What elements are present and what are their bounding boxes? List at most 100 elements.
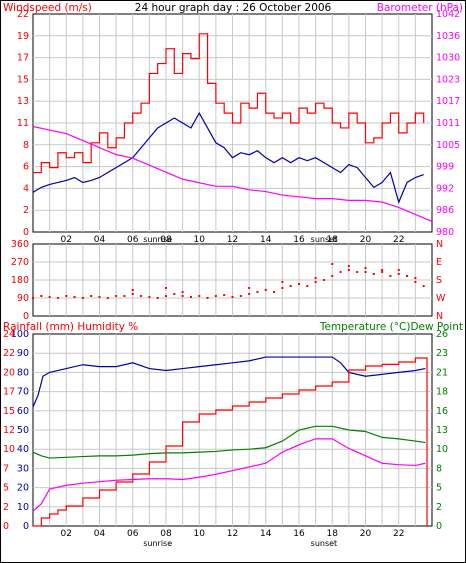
direction-point bbox=[422, 285, 425, 287]
y-tick-label: 20 bbox=[17, 483, 29, 494]
y-tick-label: 2 bbox=[436, 502, 442, 513]
x-tick-label: 20 bbox=[360, 529, 372, 539]
sunset-label: sunset bbox=[311, 235, 338, 244]
direction-point bbox=[322, 279, 325, 281]
direction-point bbox=[140, 295, 143, 297]
rainfall-tick-label: 0 bbox=[3, 521, 9, 532]
humidity-series bbox=[32, 356, 428, 527]
direction-point bbox=[65, 295, 68, 297]
y-tick-label: 15 bbox=[17, 74, 29, 85]
sunset-label-lower: sunset bbox=[311, 539, 338, 548]
direction-point bbox=[397, 269, 400, 271]
y-tick-label: 0 bbox=[23, 227, 29, 238]
y-tick-label: W bbox=[436, 293, 446, 304]
direction-point bbox=[181, 295, 184, 297]
y-tick-label: 90 bbox=[17, 293, 29, 304]
direction-point bbox=[248, 287, 251, 289]
direction-point bbox=[231, 296, 234, 298]
y-tick-label: 11 bbox=[17, 118, 29, 129]
direction-point bbox=[206, 297, 209, 299]
rainfall-tick-label: 12 bbox=[3, 425, 15, 436]
y-tick-label: N bbox=[436, 311, 443, 322]
y-tick-label: 30 bbox=[17, 463, 29, 474]
y-tick-label: 999 bbox=[436, 162, 454, 173]
direction-point bbox=[56, 297, 59, 299]
y-tick-label: N bbox=[436, 239, 443, 250]
x-tick-label: 22 bbox=[393, 235, 404, 245]
direction-point bbox=[347, 269, 350, 271]
rainfall-tick-label: 5 bbox=[3, 483, 9, 494]
direction-point bbox=[90, 295, 93, 297]
y-tick-label: 1017 bbox=[436, 96, 460, 107]
direction-grid bbox=[33, 244, 432, 316]
direction-point bbox=[389, 275, 392, 277]
y-tick-label: S bbox=[436, 275, 442, 286]
direction-point bbox=[32, 297, 34, 299]
rainfall-tick-label: 7 bbox=[3, 463, 9, 474]
direction-point bbox=[165, 287, 167, 289]
y-tick-label: 10 bbox=[17, 502, 29, 513]
wind-axis-label: Windspeed (m/s) bbox=[3, 2, 92, 14]
wind-baro-panel: Windspeed (m/s) 24 hour graph day : 26 O… bbox=[3, 2, 463, 245]
y-tick-label: 270 bbox=[11, 257, 29, 268]
y-tick-label: 21 bbox=[436, 367, 448, 378]
y-tick-label: 90 bbox=[17, 348, 29, 359]
direction-point bbox=[123, 295, 126, 297]
y-tick-label: 1030 bbox=[436, 53, 460, 64]
y-tick-label: 26 bbox=[436, 329, 448, 340]
y-tick-label: 992 bbox=[436, 183, 454, 194]
x-tick-label: 06 bbox=[127, 529, 139, 539]
x-tick-label: 04 bbox=[94, 235, 106, 245]
direction-point bbox=[339, 271, 342, 273]
direction-point bbox=[273, 291, 276, 293]
direction-degree-ticks: 0 90 180 270 360 bbox=[11, 239, 29, 322]
speed-line bbox=[32, 111, 424, 205]
y-tick-label: 8 bbox=[23, 140, 29, 151]
y-tick-label: 80 bbox=[17, 367, 29, 378]
direction-point bbox=[414, 281, 417, 283]
direction-point bbox=[214, 295, 217, 297]
rainfall-tick-label: 10 bbox=[3, 444, 15, 455]
baro-axis-label: Barometer (hPa) bbox=[377, 2, 463, 14]
y-tick-label: 10 bbox=[436, 444, 448, 455]
y-tick-label: 13 bbox=[436, 425, 448, 436]
direction-point bbox=[314, 277, 317, 279]
y-tick-label: 0 bbox=[23, 311, 29, 322]
rainfall-tick-label: 22 bbox=[3, 348, 15, 359]
chart-title: 24 hour graph day : 26 October 2006 bbox=[135, 2, 332, 14]
gust-line bbox=[33, 33, 425, 174]
direction-point bbox=[281, 287, 284, 289]
y-tick-label: 986 bbox=[436, 205, 454, 216]
rainfall-tick-label: 20 bbox=[3, 367, 15, 378]
x-tick-label: 14 bbox=[260, 235, 272, 245]
direction-point bbox=[131, 293, 134, 295]
x-tick-label: 12 bbox=[227, 235, 238, 245]
x-tick-label: 06 bbox=[127, 235, 139, 245]
rain-humidity-axis-label: Rainfall (mm) Humidity % bbox=[3, 321, 138, 333]
x-tick-label: 10 bbox=[194, 529, 206, 539]
rainfall-line bbox=[33, 357, 428, 527]
direction-point bbox=[364, 271, 367, 273]
direction-point bbox=[331, 275, 334, 277]
direction-point bbox=[314, 281, 317, 283]
x-tick-label: 04 bbox=[94, 529, 106, 539]
direction-point bbox=[223, 294, 226, 296]
direction-point bbox=[306, 285, 309, 287]
y-tick-label: 5 bbox=[436, 483, 442, 494]
direction-point bbox=[248, 293, 251, 295]
humidity-line bbox=[32, 356, 426, 408]
y-tick-label: 4 bbox=[23, 183, 29, 194]
direction-point bbox=[165, 295, 167, 297]
y-tick-label: 1042 bbox=[436, 9, 460, 20]
x-tick-label: 22 bbox=[393, 529, 404, 539]
sunrise-label-lower: sunrise bbox=[143, 539, 172, 548]
temperature-line bbox=[32, 425, 426, 459]
direction-point bbox=[115, 295, 118, 297]
y-tick-label: E bbox=[436, 257, 442, 268]
y-tick-label: 23 bbox=[436, 348, 448, 359]
humidity-temp-panel: Rainfall (mm) Humidity % Temperature (°C… bbox=[3, 321, 463, 548]
humidity-x-ticks: 02 04 06 08 10 12 14 16 18 20 22 bbox=[61, 529, 405, 539]
direction-point bbox=[98, 296, 101, 298]
